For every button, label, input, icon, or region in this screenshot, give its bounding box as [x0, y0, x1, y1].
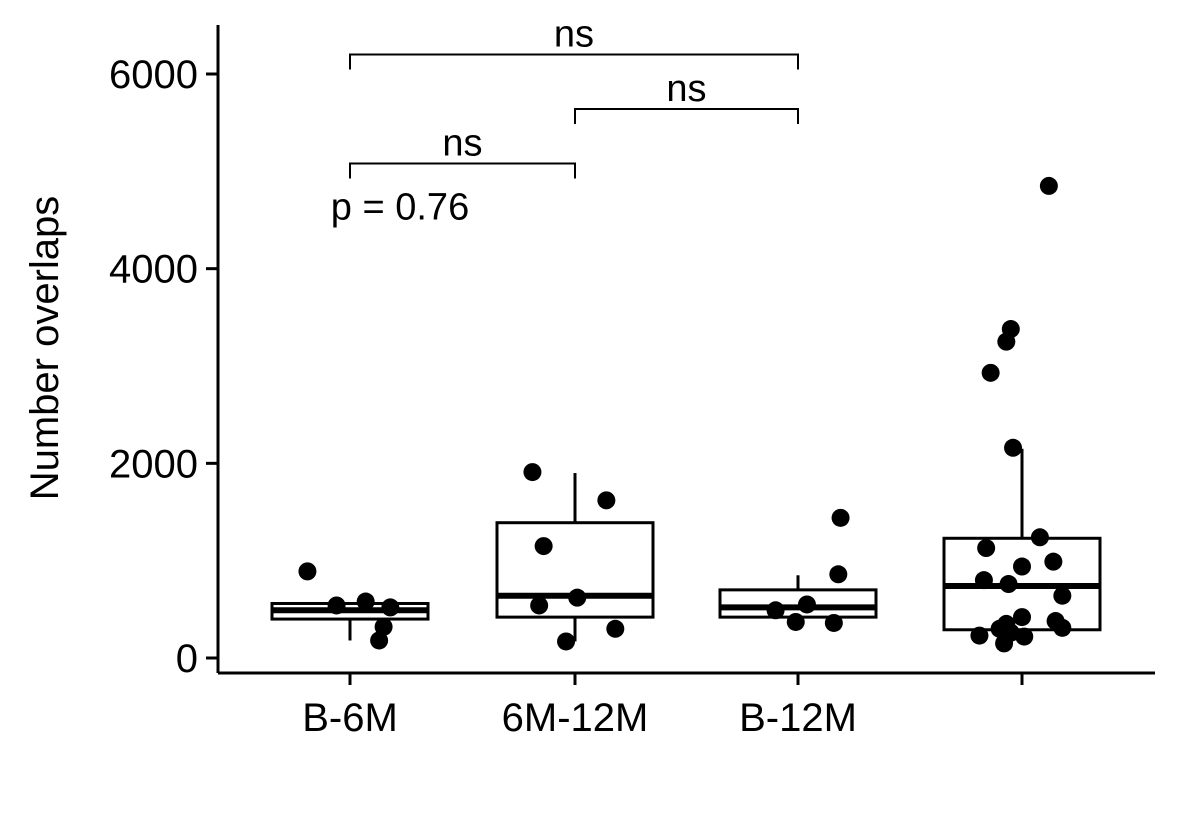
comparison-label: ns	[666, 68, 706, 110]
comparison-bracket	[349, 53, 799, 70]
data-point	[977, 539, 996, 558]
data-point	[999, 575, 1018, 594]
data-point	[606, 619, 625, 638]
data-point	[1013, 557, 1031, 576]
data-point	[1030, 528, 1049, 547]
data-point	[534, 537, 553, 556]
data-point	[374, 617, 393, 636]
data-point	[327, 596, 346, 615]
data-point	[356, 592, 375, 611]
comparison-bracket	[349, 162, 576, 179]
data-point	[786, 612, 805, 631]
comparison-bracket	[574, 108, 799, 125]
data-point	[381, 598, 400, 617]
p-value-label: p = 0.76	[331, 186, 469, 228]
box	[718, 588, 878, 619]
data-point	[1015, 627, 1034, 646]
data-point	[1013, 608, 1031, 627]
data-point	[970, 626, 989, 645]
data-point	[597, 491, 616, 510]
plot-layer: 0 2000 4000 6000 B-6M 6M-12M B-12M ns ns ns p = 0.…	[109, 14, 1155, 740]
data-point	[766, 601, 785, 620]
data-point	[1004, 438, 1023, 457]
data-point	[370, 631, 389, 650]
data-point	[1044, 552, 1063, 571]
x-tick-label: B-6M	[302, 696, 398, 740]
comparison-label: ns	[442, 123, 482, 165]
data-point	[298, 562, 317, 581]
x-tick-label: 6M-12M	[502, 696, 649, 740]
data-point	[530, 596, 549, 615]
data-point	[995, 634, 1014, 653]
data-point	[1039, 176, 1058, 195]
comparison-label: ns	[554, 14, 594, 56]
data-point	[997, 332, 1016, 351]
data-point	[568, 588, 587, 607]
data-point	[797, 595, 816, 614]
data-point	[1053, 586, 1072, 605]
y-tick-label: 0	[176, 637, 198, 681]
y-tick-label: 2000	[109, 442, 198, 486]
data-point	[523, 463, 542, 482]
data-point	[981, 363, 1000, 382]
data-point	[829, 565, 848, 584]
data-point	[974, 571, 993, 590]
data-point	[557, 632, 576, 651]
y-axis-title: Number overlaps	[23, 196, 67, 501]
data-point	[831, 508, 850, 527]
data-point	[1053, 618, 1072, 637]
y-tick-label: 4000	[109, 248, 198, 292]
y-tick-label: 6000	[109, 53, 198, 97]
x-tick-label: B-12M	[739, 696, 857, 740]
data-point	[824, 613, 843, 632]
